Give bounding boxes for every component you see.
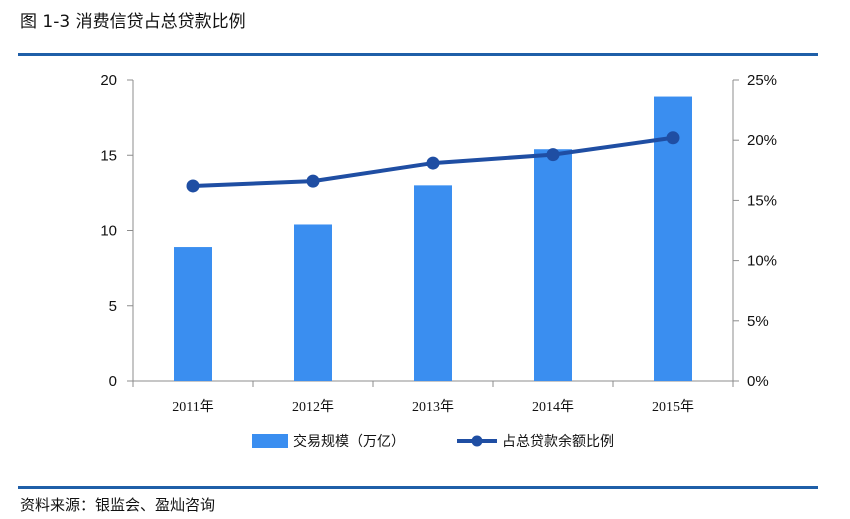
legend-label-line: 占总贷款余额比例 xyxy=(502,433,614,450)
line-point xyxy=(546,148,560,162)
category-label: 2011年 xyxy=(172,399,213,415)
right-tick-label: 5% xyxy=(747,313,769,330)
line-series xyxy=(186,131,680,193)
category-label: 2014年 xyxy=(532,399,574,415)
chart: 0 5 10 15 20 0% 5% 10% 15% 20% 25% 2011年 2012年 2013年 2… xyxy=(100,72,777,450)
bar xyxy=(294,224,332,381)
figure-title: 图 1-3 消费信贷占总贷款比例 xyxy=(20,12,246,32)
tick-labels: 0 5 10 15 20 0% 5% 10% 15% 20% 25% 2011年 2012年 2013年 2… xyxy=(100,72,777,415)
legend-label-bar: 交易规模（万亿） xyxy=(293,433,405,450)
left-tick-label: 10 xyxy=(100,223,117,240)
bar xyxy=(414,185,452,381)
source-note: 资料来源：银监会、盈灿咨询 xyxy=(20,496,216,514)
left-tick-label: 5 xyxy=(109,298,117,315)
bar-series xyxy=(174,96,692,382)
left-tick-label: 0 xyxy=(109,373,117,390)
right-tick-label: 15% xyxy=(747,192,777,209)
right-tick-label: 25% xyxy=(747,72,777,89)
left-tick-label: 20 xyxy=(100,72,117,89)
line-point xyxy=(666,131,680,145)
top-rule xyxy=(18,53,818,56)
legend: 交易规模（万亿） 占总贷款余额比例 xyxy=(252,433,614,450)
legend-marker-line xyxy=(471,435,483,447)
bar xyxy=(174,247,212,381)
line-point xyxy=(306,174,320,188)
category-label: 2015年 xyxy=(652,399,694,415)
legend-swatch-bar xyxy=(252,434,288,448)
line-point xyxy=(186,179,200,193)
right-tick-label: 0% xyxy=(747,373,769,390)
bottom-rule xyxy=(18,486,818,489)
bar xyxy=(534,149,572,381)
right-tick-label: 20% xyxy=(747,132,777,149)
category-label: 2012年 xyxy=(292,399,334,415)
left-tick-label: 15 xyxy=(100,147,117,164)
line-point xyxy=(426,156,440,170)
category-label: 2013年 xyxy=(412,399,454,415)
right-tick-label: 10% xyxy=(747,253,777,270)
